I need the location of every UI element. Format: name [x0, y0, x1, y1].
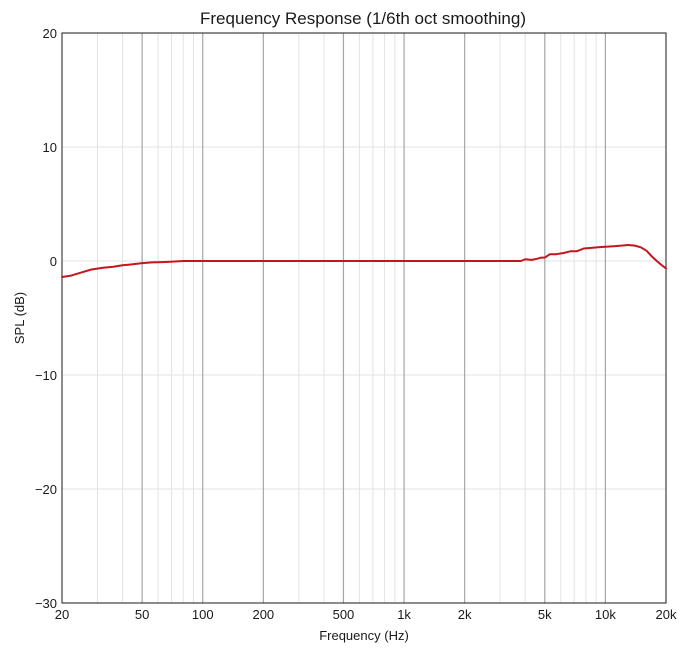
chart-title: Frequency Response (1/6th oct smoothing): [200, 9, 526, 28]
x-axis-label: Frequency (Hz): [319, 628, 409, 643]
plot-area-frame: [61, 32, 667, 604]
y-tick-label: 0: [50, 254, 57, 269]
series-lines: [61, 244, 667, 278]
x-tick-label: 20: [55, 607, 69, 622]
series-line: [61, 244, 667, 278]
x-tick-label: 100: [192, 607, 214, 622]
x-tick-label: 50: [135, 607, 149, 622]
y-tick-label: −20: [35, 482, 57, 497]
x-tick-label: 20k: [656, 607, 677, 622]
x-tick-label: 10k: [595, 607, 616, 622]
y-axis-label: SPL (dB): [12, 292, 27, 344]
x-tick-label: 1k: [397, 607, 411, 622]
x-tick-label: 5k: [538, 607, 552, 622]
x-tick-label: 200: [252, 607, 274, 622]
y-tick-label: −10: [35, 368, 57, 383]
y-tick-label: 10: [43, 140, 57, 155]
grid-lines: [62, 32, 666, 604]
y-tick-label: 20: [43, 26, 57, 41]
y-tick-label: −30: [35, 596, 57, 611]
x-tick-label: 500: [333, 607, 355, 622]
x-tick-label: 2k: [458, 607, 472, 622]
